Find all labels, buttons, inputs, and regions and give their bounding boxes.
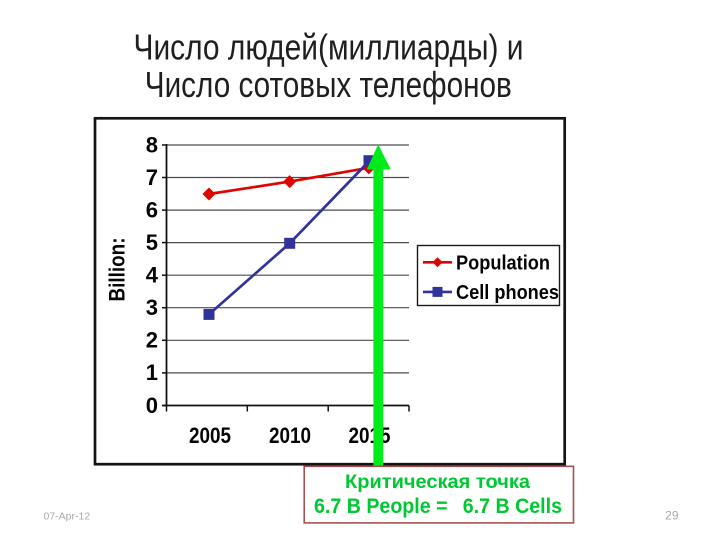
svg-text:2010: 2010 xyxy=(269,423,311,448)
svg-text:Cell phones: Cell phones xyxy=(456,282,559,304)
svg-text:2005: 2005 xyxy=(189,423,231,448)
svg-text:07-Apr-12: 07-Apr-12 xyxy=(44,511,91,523)
svg-text:4: 4 xyxy=(146,263,159,288)
svg-text:6.7 B People = 6.7 B Cells: 6.7 B People = 6.7 B Cells xyxy=(314,495,562,518)
svg-text:3: 3 xyxy=(146,295,158,320)
svg-text:Billion:: Billion: xyxy=(105,238,130,302)
svg-text:Число сотовых телефонов: Число сотовых телефонов xyxy=(145,64,512,105)
svg-text:2015: 2015 xyxy=(349,423,391,448)
svg-text:5: 5 xyxy=(146,230,158,255)
svg-text:29: 29 xyxy=(665,508,679,522)
svg-text:Число людей(миллиарды) и: Число людей(миллиарды) и xyxy=(134,27,524,68)
svg-text:6: 6 xyxy=(146,197,158,222)
svg-text:8: 8 xyxy=(146,132,158,157)
svg-text:2: 2 xyxy=(146,328,158,353)
svg-text:7: 7 xyxy=(146,165,158,190)
svg-text:0: 0 xyxy=(146,393,158,418)
svg-text:Population: Population xyxy=(456,252,550,274)
svg-text:1: 1 xyxy=(146,360,158,385)
svg-text:Критическая точка: Критическая точка xyxy=(345,472,530,493)
